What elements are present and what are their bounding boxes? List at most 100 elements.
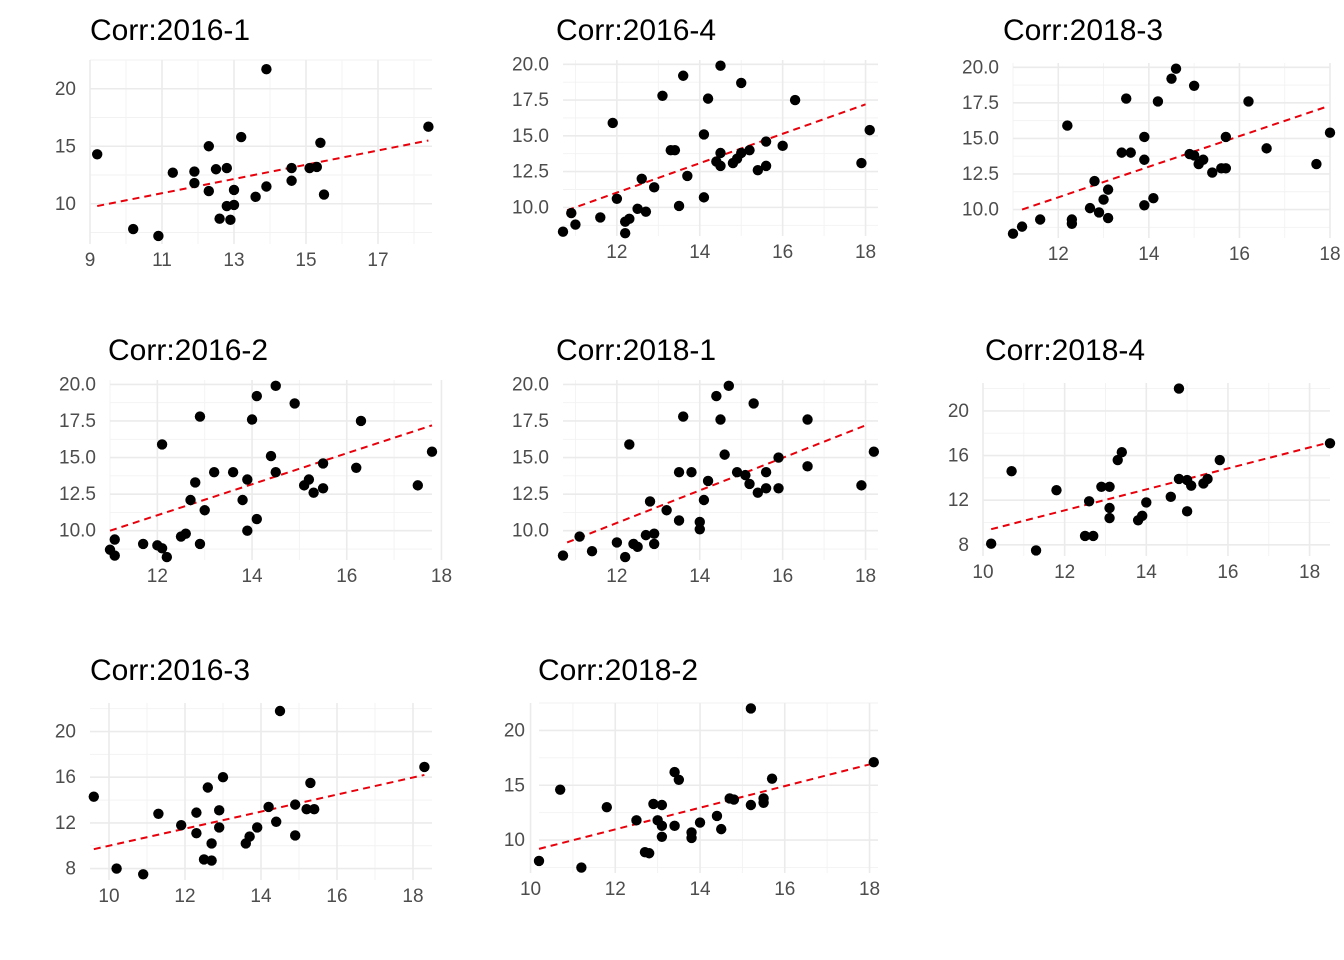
- data-point: [191, 807, 202, 818]
- x-tick-label: 16: [772, 242, 793, 263]
- panel-title: Corr:2016-2: [108, 334, 268, 367]
- data-point: [138, 869, 149, 880]
- data-point: [351, 462, 362, 474]
- data-point: [648, 538, 660, 550]
- data-point: [1173, 383, 1185, 394]
- data-point: [856, 480, 867, 491]
- data-point: [715, 147, 726, 159]
- data-point: [305, 777, 316, 789]
- data-point: [246, 414, 258, 425]
- data-point: [624, 213, 635, 225]
- data-point: [694, 524, 705, 535]
- data-point: [694, 516, 705, 528]
- y-tick-label: 20: [948, 401, 969, 422]
- data-point: [301, 804, 312, 815]
- data-point: [789, 94, 801, 106]
- data-point: [611, 537, 623, 548]
- data-point: [574, 531, 585, 542]
- data-point: [270, 466, 281, 478]
- data-point: [1083, 496, 1095, 507]
- y-tick-label: 12: [55, 813, 76, 834]
- data-point: [715, 60, 726, 71]
- data-point: [290, 799, 301, 810]
- data-point: [1214, 454, 1225, 466]
- data-point: [228, 199, 240, 211]
- data-point: [736, 147, 747, 159]
- y-tick-label: 10.0: [962, 200, 999, 221]
- data-point: [719, 449, 730, 460]
- data-point: [760, 466, 772, 478]
- y-tick-label: 20.0: [962, 57, 999, 78]
- data-point: [1261, 143, 1272, 154]
- data-point: [242, 525, 253, 536]
- data-point: [263, 801, 274, 813]
- data-point: [419, 761, 430, 773]
- data-point: [686, 466, 697, 478]
- data-point: [318, 189, 330, 200]
- data-point: [1007, 228, 1019, 239]
- data-point: [744, 478, 755, 490]
- data-point: [261, 181, 272, 192]
- data-point: [198, 854, 210, 865]
- data-point: [311, 161, 322, 173]
- data-point: [1102, 184, 1114, 195]
- data-point: [648, 182, 660, 193]
- data-point: [137, 538, 149, 550]
- data-point: [214, 805, 225, 816]
- data-point: [1139, 131, 1150, 143]
- data-point: [1084, 202, 1096, 214]
- data-point: [290, 830, 301, 841]
- y-tick-label: 17.5: [512, 90, 549, 111]
- data-point: [1079, 530, 1091, 542]
- data-point: [1181, 506, 1193, 517]
- data-point: [109, 550, 120, 561]
- y-tick-label: 10: [504, 830, 525, 851]
- data-point: [1125, 147, 1136, 158]
- x-tick-label: 12: [1048, 244, 1069, 265]
- data-point: [214, 822, 225, 833]
- data-point: [586, 546, 598, 557]
- data-point: [760, 136, 772, 147]
- data-point: [740, 469, 751, 481]
- y-tick-label: 10.0: [512, 197, 549, 218]
- y-tick-label: 16: [948, 446, 969, 467]
- data-point: [412, 480, 423, 491]
- panel-title: Corr:2018-2: [538, 654, 698, 687]
- data-point: [190, 477, 201, 488]
- data-point: [308, 487, 319, 498]
- data-point: [533, 855, 545, 867]
- data-point: [715, 414, 726, 425]
- data-point: [1116, 447, 1128, 458]
- y-tick-label: 12.5: [512, 484, 549, 505]
- data-point: [619, 227, 631, 239]
- data-point: [210, 164, 222, 175]
- data-point: [656, 799, 668, 811]
- data-point: [191, 827, 202, 839]
- data-point: [1051, 484, 1062, 496]
- x-tick-label: 14: [689, 879, 711, 900]
- trend-line: [566, 424, 866, 544]
- data-point: [636, 173, 647, 184]
- data-point: [355, 415, 367, 427]
- data-point: [203, 185, 214, 197]
- data-point: [985, 538, 997, 549]
- scatter-panel: 12 14 16 18 10.0 12.5 15.0 17.5 20.0 Corr:2016-4: [512, 14, 878, 263]
- x-tick-label: 12: [1054, 562, 1075, 583]
- data-point: [631, 815, 642, 826]
- data-point: [669, 766, 680, 778]
- data-point: [153, 808, 164, 819]
- x-tick-label: 16: [774, 879, 795, 900]
- data-point: [221, 162, 232, 174]
- x-tick-label: 16: [1217, 562, 1238, 583]
- data-point: [1166, 73, 1177, 84]
- y-tick-label: 15.0: [512, 126, 549, 147]
- data-point: [194, 411, 206, 422]
- data-point: [271, 816, 282, 827]
- data-point: [153, 230, 164, 242]
- y-tick-label: 12.5: [962, 164, 999, 185]
- data-point: [802, 461, 813, 472]
- x-tick-label: 16: [336, 566, 357, 587]
- data-point: [1170, 63, 1182, 74]
- scatter-panel: 10 12 14 16 18 8 12 16 20 Corr:2018-4: [948, 334, 1336, 583]
- x-tick-label: 14: [689, 566, 711, 587]
